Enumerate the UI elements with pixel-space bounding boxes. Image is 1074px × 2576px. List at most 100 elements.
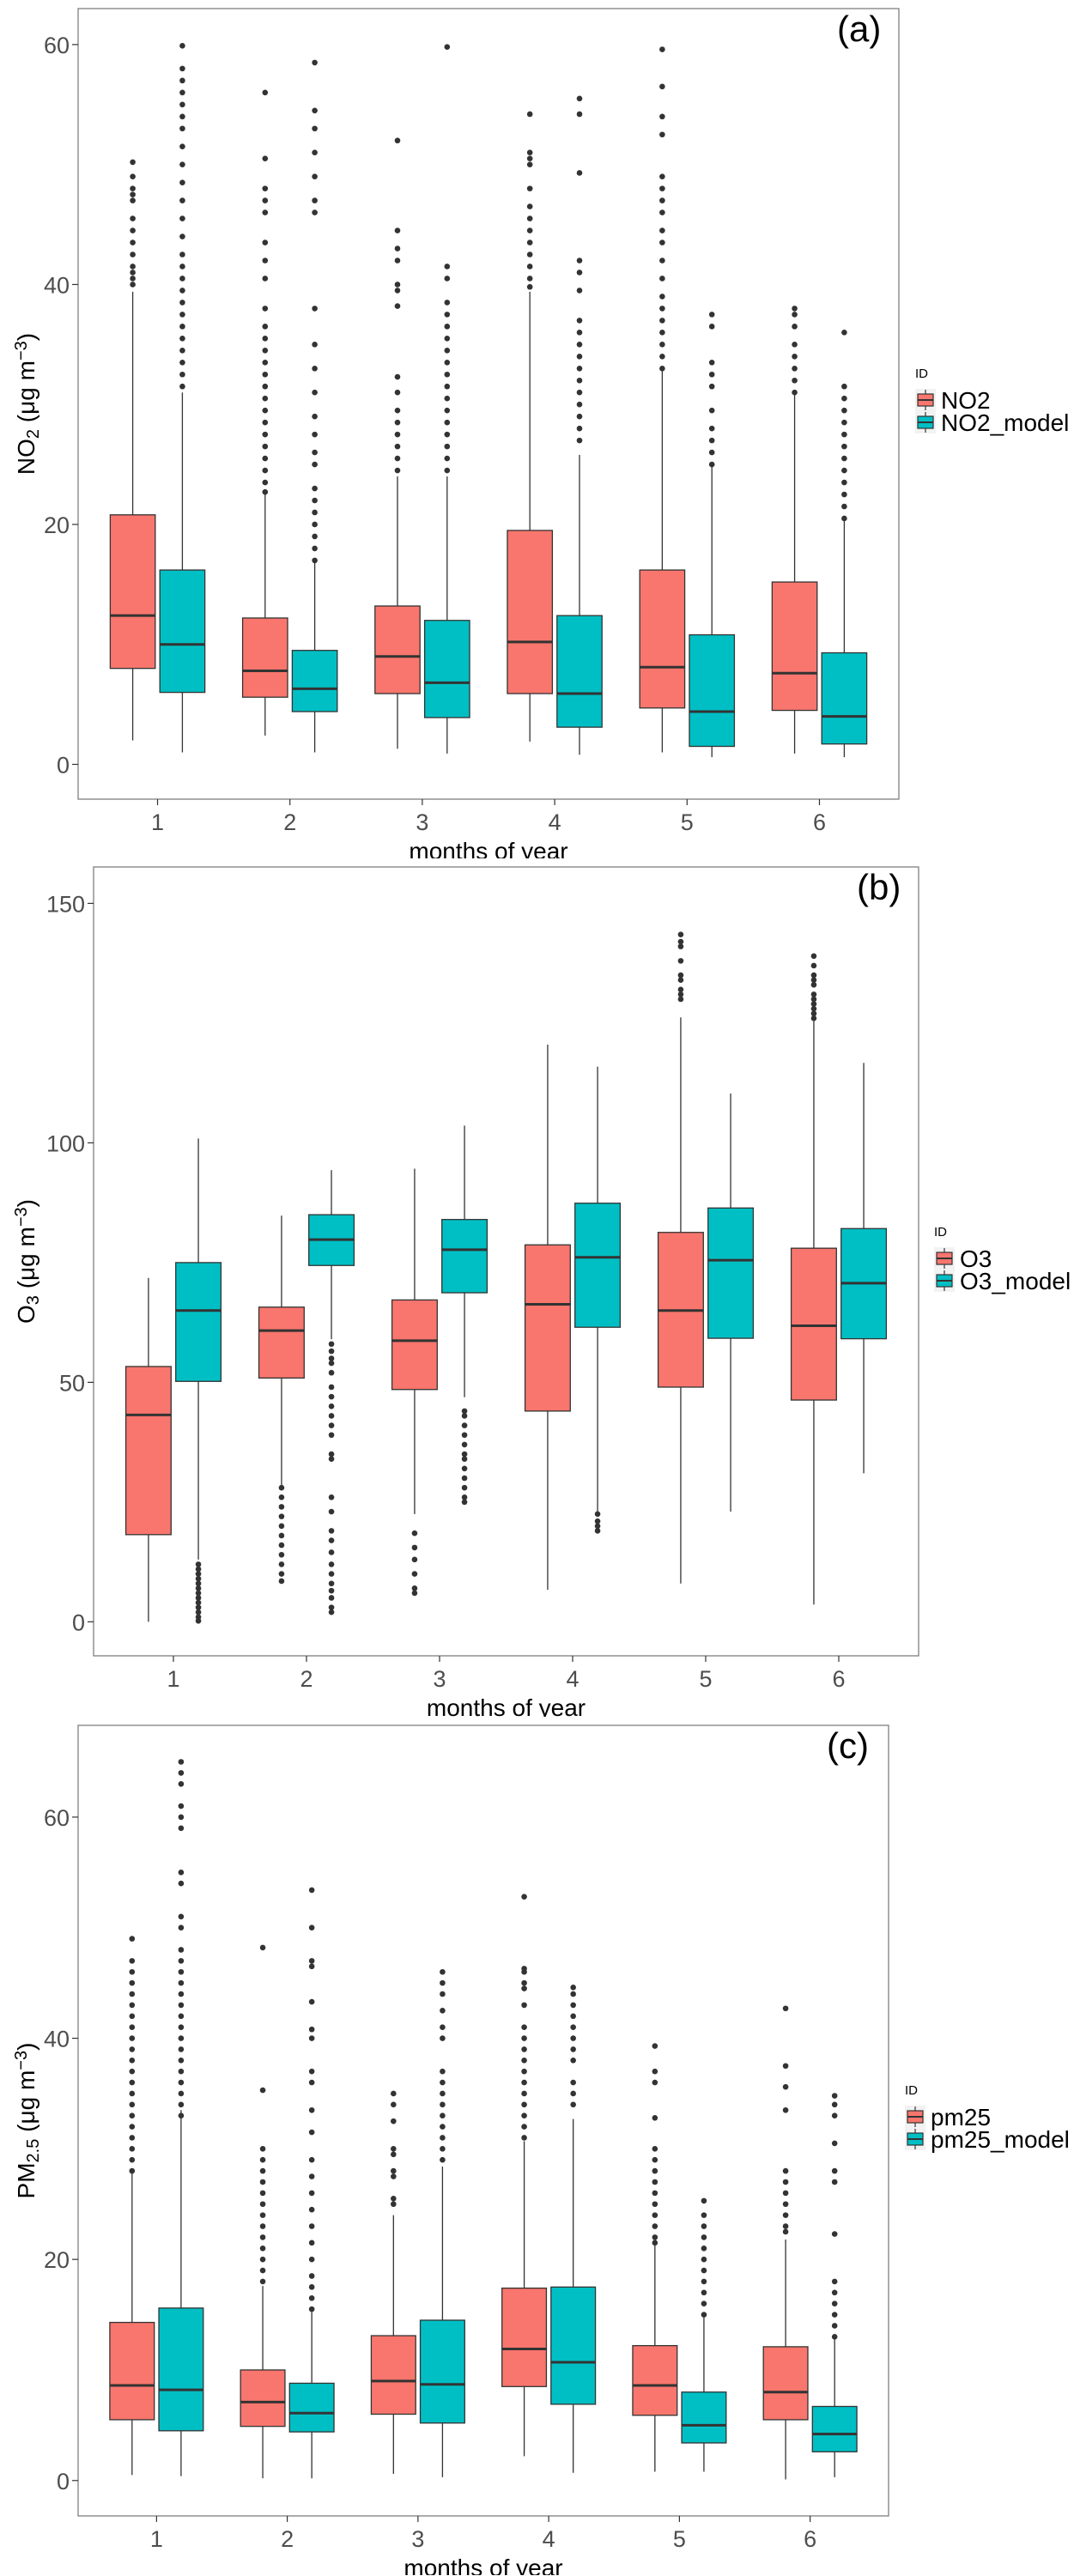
outlier-point [195,1585,202,1591]
iqr-box [811,2405,858,2452]
outlier-point [312,413,318,420]
outlier-point [526,252,533,258]
outlier-point [576,318,583,324]
outlier-point [178,1924,185,1931]
outlier-point [576,342,583,348]
outlier-point [328,1360,335,1367]
outlier-point [570,2079,576,2086]
outlier-point [278,1504,285,1510]
outlier-point [810,962,817,969]
outlier-point [570,1984,576,1991]
outlier-point [576,425,583,432]
iqr-box [639,569,686,709]
outlier-point [391,2167,397,2174]
iqr-box [419,2319,465,2424]
outlier-point [130,215,136,221]
outlier-point [178,1770,185,1776]
outlier-point [792,365,798,372]
y-axis-title-sup: −3 [12,341,31,361]
outlier-point [444,312,451,318]
outlier-point [262,383,269,390]
y-axis-title: O3 (μg m−3) [12,1199,43,1324]
outlier-point [526,227,533,233]
y-tick-label: 0 [57,752,70,778]
outlier-point [792,306,798,312]
outlier-point [652,2240,658,2246]
outlier-point [178,1913,185,1920]
outlier-point [701,2289,707,2296]
outlier-point [792,389,798,396]
outlier-point [328,1508,335,1515]
outlier-point [130,282,136,288]
outlier-point [444,467,451,474]
outlier-point [179,113,185,120]
x-tick-label: 5 [681,809,694,835]
iqr-box [707,1207,755,1339]
outlier-point [178,2024,185,2030]
iqr-box [771,581,818,712]
outlier-point [179,371,185,378]
x-tick-label: 4 [543,2526,555,2552]
outlier-point [570,2101,576,2108]
outlier-point [576,170,583,176]
outlier-point [262,419,269,426]
outlier-point [391,2146,397,2152]
outlier-point [179,179,185,185]
outlier-point [391,2201,397,2208]
outlier-point [178,1803,185,1809]
outlier-point [701,2245,707,2252]
outlier-point [677,991,684,997]
outlier-point [659,318,665,324]
outlier-point [659,173,665,179]
box-NO2_model-month-5 [689,312,736,758]
box-pm25_model-month-3 [419,1968,465,2477]
outlier-point [262,209,269,215]
outlier-point [312,389,318,396]
outlier-point [262,336,269,342]
outlier-point [179,101,185,108]
x-axis-title: months of year [427,1694,586,1717]
outlier-point [179,197,185,203]
iqr-box [790,1247,837,1401]
x-tick-label: 1 [150,2526,163,2552]
outlier-point [440,2035,446,2041]
outlier-point [659,209,665,215]
box-O3-month-2 [258,1215,305,1585]
outlier-point [262,258,269,264]
outlier-point [461,1499,468,1506]
outlier-point [394,227,401,233]
outlier-point [782,2167,789,2174]
box-pm25_model-month-1 [158,1759,204,2476]
outlier-point [521,2101,527,2108]
outlier-point [312,173,318,179]
y-tick-label: 150 [46,891,85,917]
x-tick-label: 1 [151,809,164,835]
outlier-point [178,1814,185,1821]
outlier-point [841,479,847,486]
outlier-point [594,1511,601,1518]
y-tick-label: 0 [57,2469,70,2494]
outlier-point [782,2223,789,2229]
outlier-point [328,1348,335,1355]
outlier-point [391,2101,397,2108]
outlier-point [312,209,318,215]
outlier-point [178,2046,185,2052]
x-tick-label: 3 [416,809,428,835]
outlier-point [130,264,136,270]
outlier-point [444,371,451,378]
outlier-point [708,461,715,468]
outlier-point [677,938,684,945]
outlier-point [391,2196,397,2202]
outlier-point [810,1015,817,1021]
iqr-box [175,1262,222,1382]
box-pm25-month-4 [501,1894,548,2457]
y-tick-label: 40 [44,2027,70,2052]
outlier-point [444,383,451,390]
outlier-point [262,455,269,462]
outlier-point [440,2068,446,2075]
outlier-point [652,2167,658,2174]
panel-label: (c) [827,1725,869,1766]
outlier-point [129,2024,136,2030]
box-NO2-month-4 [507,111,554,742]
iqr-box [423,620,470,718]
